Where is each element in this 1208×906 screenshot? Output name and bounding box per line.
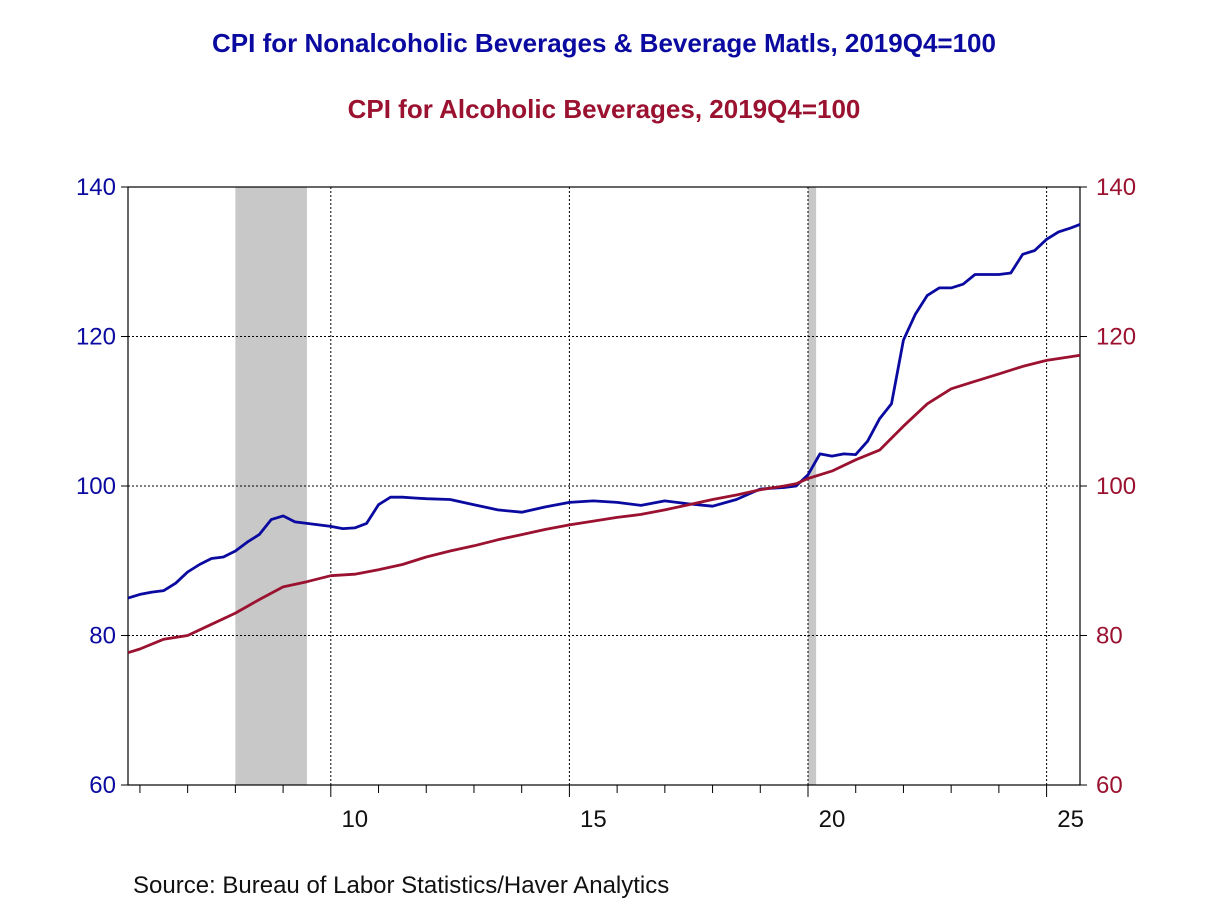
y-right-tick-label: 140 bbox=[1096, 174, 1136, 201]
x-tick-label: 25 bbox=[1057, 806, 1084, 833]
y-right-tick-label: 120 bbox=[1096, 324, 1136, 351]
y-left-tick-label: 100 bbox=[76, 473, 116, 500]
source-note: Source: Bureau of Labor Statistics/Haver… bbox=[133, 872, 670, 899]
x-tick-label: 10 bbox=[341, 806, 368, 833]
y-left-tick-label: 140 bbox=[76, 174, 116, 201]
x-tick-label: 15 bbox=[580, 806, 607, 833]
y-right-tick-label: 80 bbox=[1096, 623, 1123, 650]
x-tick-label: 20 bbox=[819, 806, 846, 833]
y-left-tick-label: 120 bbox=[76, 324, 116, 351]
chart-subtitle: CPI for Alcoholic Beverages, 2019Q4=100 bbox=[347, 94, 861, 124]
y-right-tick-label: 60 bbox=[1096, 772, 1123, 799]
y-left-tick-label: 80 bbox=[89, 623, 116, 650]
series-line-alcoholic bbox=[127, 353, 1081, 655]
recession-band-1 bbox=[235, 187, 307, 785]
y-left-tick-label: 60 bbox=[89, 772, 116, 799]
series-line-nonalcoholic bbox=[127, 223, 1081, 600]
y-right-tick-label: 100 bbox=[1096, 473, 1136, 500]
chart-title: CPI for Nonalcoholic Beverages & Beverag… bbox=[212, 28, 996, 58]
